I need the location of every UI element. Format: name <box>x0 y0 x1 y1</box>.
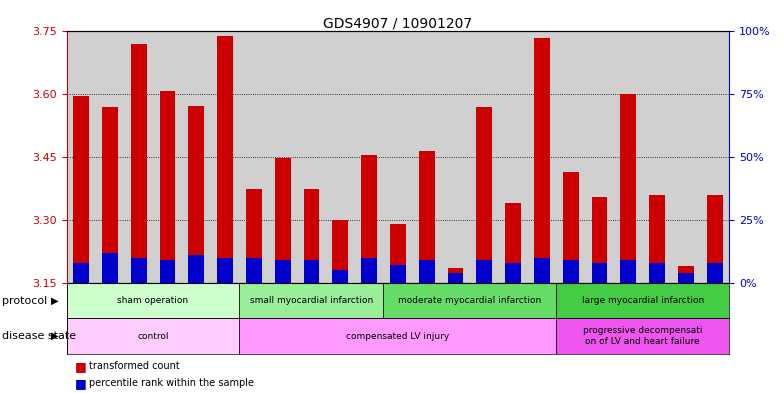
Text: control: control <box>137 332 169 340</box>
Bar <box>239 31 268 283</box>
Text: large myocardial infarction: large myocardial infarction <box>582 296 704 305</box>
Text: sham operation: sham operation <box>118 296 189 305</box>
Bar <box>188 106 204 283</box>
Bar <box>268 31 297 283</box>
Bar <box>448 268 463 283</box>
Bar <box>505 263 521 283</box>
Bar <box>649 263 665 283</box>
Bar <box>361 155 377 283</box>
Bar <box>419 260 434 283</box>
Text: ▶: ▶ <box>51 296 59 306</box>
Bar <box>73 96 89 283</box>
Bar <box>477 260 492 283</box>
Bar <box>383 31 412 283</box>
Bar <box>707 195 723 283</box>
Bar <box>528 31 557 283</box>
Bar <box>534 258 550 283</box>
Bar <box>332 270 348 283</box>
Bar <box>67 31 96 283</box>
Bar <box>102 253 118 283</box>
Text: ■: ■ <box>74 376 86 390</box>
Bar <box>211 31 239 283</box>
Bar <box>412 31 441 283</box>
Bar <box>131 44 147 283</box>
Bar <box>274 260 291 283</box>
Bar <box>477 107 492 283</box>
Bar <box>441 31 470 283</box>
Bar <box>592 263 608 283</box>
Text: progressive decompensati
on of LV and heart failure: progressive decompensati on of LV and he… <box>583 326 702 346</box>
Bar <box>303 260 319 283</box>
Bar <box>620 94 637 283</box>
Bar <box>217 37 233 283</box>
Bar <box>448 273 463 283</box>
Bar <box>592 197 608 283</box>
Bar <box>499 31 528 283</box>
Bar <box>470 31 499 283</box>
Text: small myocardial infarction: small myocardial infarction <box>250 296 373 305</box>
Text: protocol: protocol <box>2 296 47 306</box>
Bar <box>303 189 319 283</box>
Bar <box>354 31 383 283</box>
Bar <box>563 260 579 283</box>
Bar <box>246 258 262 283</box>
Bar <box>73 263 89 283</box>
Bar <box>649 195 665 283</box>
Bar <box>534 38 550 283</box>
Bar <box>159 91 176 283</box>
Bar <box>102 107 118 283</box>
Text: ■: ■ <box>74 360 86 373</box>
Bar <box>700 31 729 283</box>
Bar <box>678 273 694 283</box>
Bar <box>620 260 637 283</box>
Bar <box>643 31 672 283</box>
Bar <box>131 258 147 283</box>
Bar <box>124 31 153 283</box>
Text: ▶: ▶ <box>51 331 59 341</box>
Text: transformed count: transformed count <box>89 361 180 371</box>
Bar <box>153 31 182 283</box>
Bar <box>678 266 694 283</box>
Bar <box>419 151 434 283</box>
Bar <box>557 318 729 354</box>
Bar <box>563 172 579 283</box>
Bar <box>239 318 557 354</box>
Bar <box>557 31 585 283</box>
Text: disease state: disease state <box>2 331 76 341</box>
Text: percentile rank within the sample: percentile rank within the sample <box>89 378 253 388</box>
Bar <box>505 203 521 283</box>
Bar <box>217 258 233 283</box>
Title: GDS4907 / 10901207: GDS4907 / 10901207 <box>323 16 473 30</box>
Bar <box>67 318 239 354</box>
Bar <box>297 31 326 283</box>
Bar <box>239 283 383 318</box>
Bar <box>390 265 406 283</box>
Bar <box>383 283 557 318</box>
Bar <box>585 31 614 283</box>
Bar <box>96 31 124 283</box>
Bar <box>361 258 377 283</box>
Bar <box>707 263 723 283</box>
Bar <box>672 31 700 283</box>
Bar <box>614 31 643 283</box>
Bar <box>67 283 239 318</box>
Bar <box>188 255 204 283</box>
Bar <box>326 31 354 283</box>
Bar <box>159 260 176 283</box>
Bar <box>332 220 348 283</box>
Bar <box>557 283 729 318</box>
Text: moderate myocardial infarction: moderate myocardial infarction <box>398 296 542 305</box>
Bar <box>390 224 406 283</box>
Bar <box>182 31 211 283</box>
Bar <box>246 189 262 283</box>
Bar <box>274 158 291 283</box>
Text: compensated LV injury: compensated LV injury <box>347 332 449 340</box>
